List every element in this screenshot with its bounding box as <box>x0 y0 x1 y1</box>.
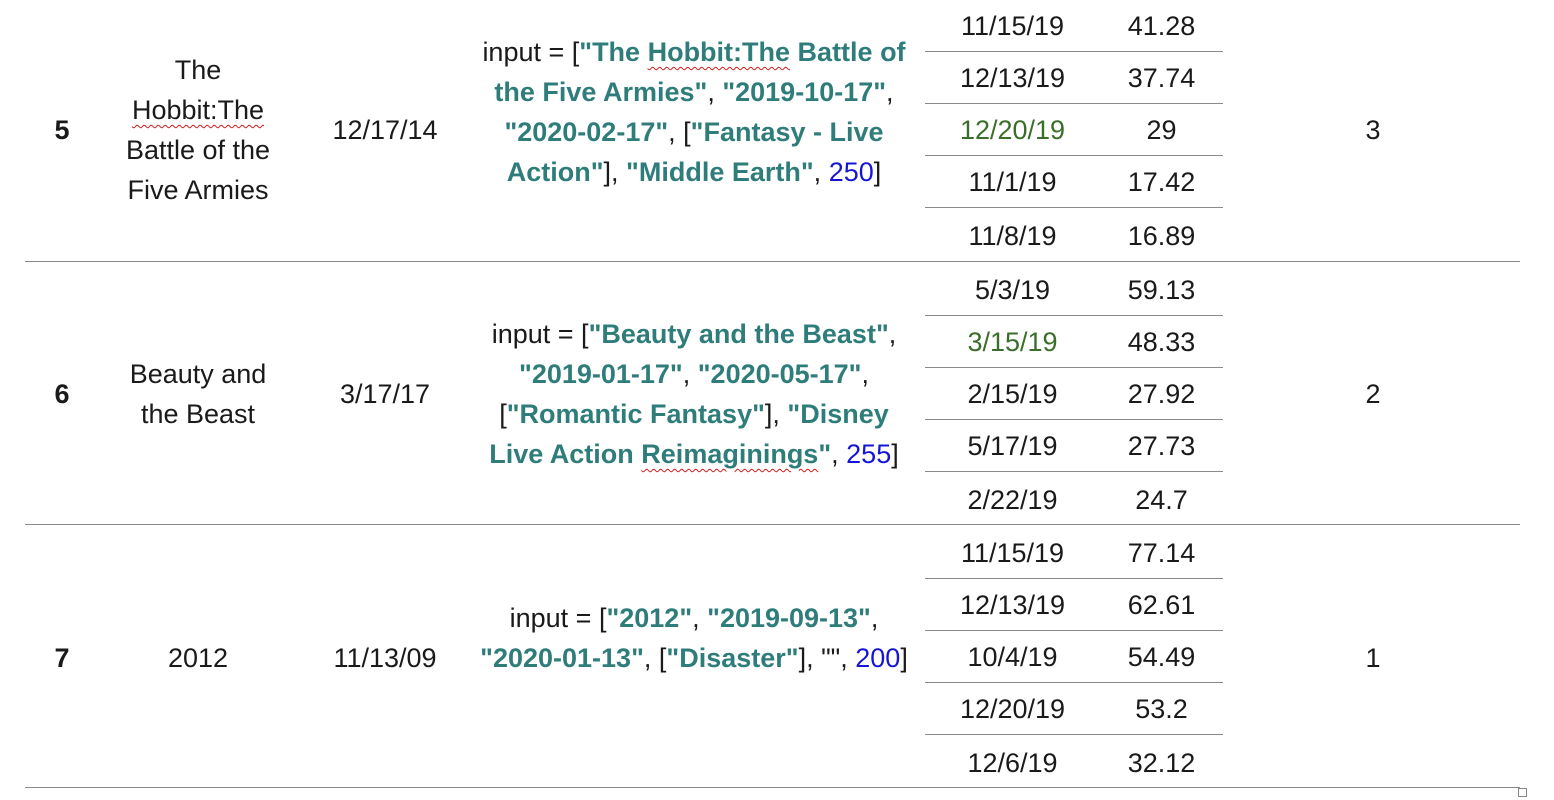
release-date: 3/17/17 <box>339 379 431 409</box>
sub-row: 11/15/19 41.28 <box>925 0 1223 52</box>
row-number: 5 <box>54 115 70 145</box>
input-code: input = ["2012", "2019-09-13", "2020-01-… <box>480 603 908 673</box>
sub-row: 11/8/19 16.89 <box>968 221 1196 251</box>
sub-row: 12/20/19 29 <box>925 104 1223 156</box>
row-divider <box>25 787 1520 788</box>
rank-value: 2 <box>1365 379 1381 409</box>
rank-value: 3 <box>1365 115 1381 145</box>
rank-value: 1 <box>1365 643 1381 673</box>
sub-row: 11/15/19 77.14 <box>925 527 1223 579</box>
sub-row: 12/13/19 62.61 <box>925 579 1223 631</box>
input-code: input = ["The Hobbit:The Battle of the F… <box>482 37 906 187</box>
release-date: 11/13/09 <box>333 643 437 673</box>
table-resize-handle[interactable] <box>1518 788 1527 797</box>
sub-row: 2/15/19 27.92 <box>925 368 1223 420</box>
sub-row: 5/17/19 27.73 <box>925 420 1223 472</box>
row-divider <box>25 524 1520 525</box>
table-row: 6 Beauty and the Beast 3/17/17 input = [… <box>0 262 1554 524</box>
sub-row: 10/4/19 54.49 <box>925 631 1223 683</box>
movie-title: 2012 <box>167 643 229 673</box>
sub-row: 2/22/19 24.7 <box>967 485 1188 515</box>
table-row: 5 The Hobbit:The Battle of the Five Armi… <box>0 0 1554 262</box>
movie-title: The Hobbit:The Battle of the Five Armies <box>125 55 271 205</box>
table-row: 7 2012 11/13/09 input = ["2012", "2019-0… <box>0 525 1554 787</box>
sub-row: 12/13/19 37.74 <box>925 52 1223 104</box>
release-date: 12/17/14 <box>332 115 438 145</box>
sub-row: 11/1/19 17.42 <box>925 156 1223 208</box>
movie-title: Beauty and the Beast <box>129 359 267 429</box>
row-number: 7 <box>54 643 70 673</box>
sub-row: 12/6/19 32.12 <box>967 748 1196 778</box>
sub-row: 12/20/19 53.2 <box>925 683 1223 735</box>
row-number: 6 <box>54 379 70 409</box>
sub-row: 5/3/19 59.13 <box>925 264 1223 316</box>
sub-row: 3/15/19 48.33 <box>925 316 1223 368</box>
input-code: input = ["Beauty and the Beast", "2019-0… <box>489 319 899 469</box>
row-divider <box>25 261 1520 262</box>
